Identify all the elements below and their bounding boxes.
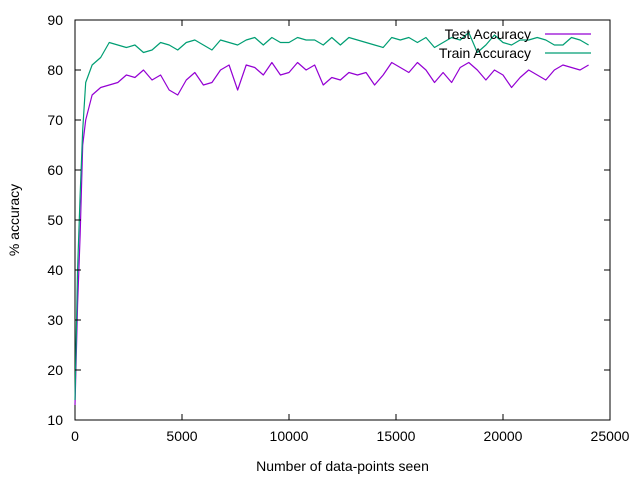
x-tick-label: 15000 [377, 428, 416, 444]
series-line-test-accuracy [74, 61, 589, 406]
x-tick-label: 5000 [166, 428, 197, 444]
x-tick-label: 10000 [270, 428, 309, 444]
y-tick-label: 90 [47, 12, 63, 28]
y-tick-label: 50 [47, 212, 63, 228]
plot-border [74, 19, 611, 421]
legend-label-train-accuracy: Train Accuracy [439, 45, 531, 61]
y-tick-label: 20 [47, 362, 63, 378]
legend-label-test-accuracy: Test Accuracy [445, 26, 531, 42]
y-tick-label: 80 [47, 62, 63, 78]
x-tick-label: 0 [71, 428, 79, 444]
plot-area [74, 19, 611, 421]
x-axis-label: Number of data-points seen [256, 458, 429, 474]
axis-ticks: 0 5000 10000 15000 20000 25000 10 20 30 40 50 60 70 8… [47, 12, 629, 444]
y-axis-label: % accuracy [6, 184, 22, 256]
y-tick-label: 10 [47, 412, 63, 428]
legend: Test Accuracy Train Accuracy [439, 26, 591, 61]
series-line-train-accuracy [74, 31, 589, 401]
series-layer [74, 31, 589, 406]
x-tick-label: 25000 [591, 428, 630, 444]
x-tick-label: 20000 [484, 428, 523, 444]
y-tick-label: 40 [47, 262, 63, 278]
y-tick-label: 60 [47, 162, 63, 178]
y-tick-label: 30 [47, 312, 63, 328]
y-tick-label: 70 [47, 112, 63, 128]
